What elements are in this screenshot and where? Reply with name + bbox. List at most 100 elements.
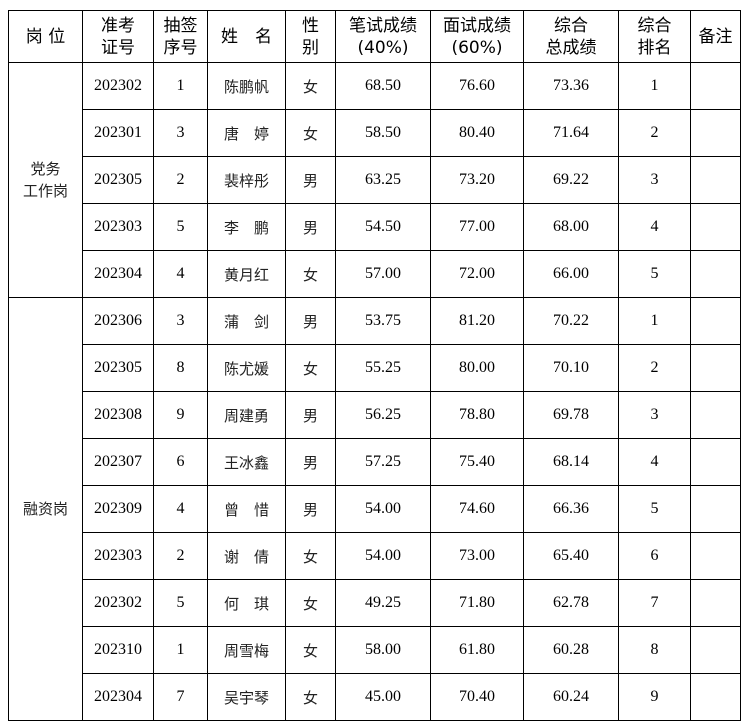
written-cell: 58.00: [335, 626, 431, 674]
remark-cell: [690, 532, 741, 580]
column-header-line: (60%): [451, 37, 503, 58]
name-cell: 黄月红: [207, 250, 286, 298]
column-header-written: 笔试成绩 (40%): [335, 10, 431, 63]
column-header-draw_no: 抽签 序号: [153, 10, 208, 63]
score-table: 岗 位准考 证号 抽签 序号姓 名性别笔试成绩 (40%) 面试成绩 (60%) 综合 总成绩综…: [8, 10, 741, 721]
interview-cell: 80.00: [430, 344, 524, 392]
column-header-line: 姓 名: [221, 26, 272, 47]
name-cell: 周雪梅: [207, 626, 286, 674]
name-cell: 陈尤媛: [207, 344, 286, 392]
table-row: 202301 3 唐 婷女 58.50 80.40 71.64 2: [9, 109, 741, 157]
rank-cell: 1: [618, 62, 691, 110]
sex-cell: 女: [285, 62, 336, 110]
total-cell: 60.24: [523, 673, 619, 721]
written-cell: 55.25: [335, 344, 431, 392]
rank-cell: 2: [618, 344, 691, 392]
exam-id-cell: 202305: [82, 156, 154, 204]
interview-cell: 71.80: [430, 579, 524, 627]
name-cell: 吴宇琴: [207, 673, 286, 721]
table-row: 202304 4 黄月红女 57.00 72.00 66.00 5: [9, 250, 741, 298]
rank-cell: 5: [618, 250, 691, 298]
interview-cell: 70.40: [430, 673, 524, 721]
interview-cell: 77.00: [430, 203, 524, 251]
rank-cell: 6: [618, 532, 691, 580]
column-header-line: 笔试成绩: [349, 15, 417, 36]
remark-cell: [690, 62, 741, 110]
exam-id-cell: 202306: [82, 297, 154, 345]
sex-cell: 男: [285, 438, 336, 486]
sex-cell: 女: [285, 626, 336, 674]
total-cell: 66.36: [523, 485, 619, 533]
table-row: 党务 工作岗 202302 1 陈鹏帆女 68.50 76.60 73.36 1: [8, 62, 741, 298]
column-header-line: 别: [302, 37, 319, 58]
total-cell: 62.78: [523, 579, 619, 627]
rank-cell: 4: [618, 203, 691, 251]
interview-cell: 72.00: [430, 250, 524, 298]
exam-id-cell: 202305: [82, 344, 154, 392]
sex-cell: 女: [285, 673, 336, 721]
name-cell: 曾 惜: [207, 485, 286, 533]
sex-cell: 男: [285, 203, 336, 251]
exam-id-cell: 202309: [82, 485, 154, 533]
remark-cell: [690, 344, 741, 392]
exam-id-cell: 202302: [82, 579, 154, 627]
draw-no-cell: 3: [153, 109, 208, 157]
table-row: 202310 1 周雪梅女 58.00 61.80 60.28 8: [9, 626, 741, 674]
written-cell: 45.00: [335, 673, 431, 721]
remark-cell: [690, 438, 741, 486]
written-cell: 57.25: [335, 438, 431, 486]
total-cell: 71.64: [523, 109, 619, 157]
interview-cell: 80.40: [430, 109, 524, 157]
interview-cell: 73.00: [430, 532, 524, 580]
column-header-rank: 综合 排名: [618, 10, 691, 63]
interview-cell: 61.80: [430, 626, 524, 674]
header-row: 岗 位准考 证号 抽签 序号姓 名性别笔试成绩 (40%) 面试成绩 (60%) 综合 总成绩综…: [8, 10, 741, 63]
column-header-line: 综合: [637, 15, 672, 36]
name-cell: 唐 婷: [207, 109, 286, 157]
exam-id-cell: 202304: [82, 673, 154, 721]
sex-cell: 男: [285, 485, 336, 533]
draw-no-cell: 5: [153, 579, 208, 627]
written-cell: 54.00: [335, 532, 431, 580]
column-header-line: 准考: [101, 15, 135, 36]
column-header-line: 面试成绩: [443, 15, 511, 36]
total-cell: 68.14: [523, 438, 619, 486]
exam-id-cell: 202304: [82, 250, 154, 298]
written-cell: 58.50: [335, 109, 431, 157]
draw-no-cell: 1: [153, 626, 208, 674]
total-cell: 69.78: [523, 391, 619, 439]
written-cell: 54.00: [335, 485, 431, 533]
draw-no-cell: 6: [153, 438, 208, 486]
table-row: 202309 4 曾 惜男 54.00 74.60 66.36 5: [9, 485, 741, 533]
draw-no-cell: 4: [153, 485, 208, 533]
post-label: 融资岗: [22, 500, 68, 518]
column-header-line: 序号: [163, 37, 198, 58]
sex-cell: 女: [285, 532, 336, 580]
rank-cell: 5: [618, 485, 691, 533]
column-header-line: 备注: [698, 26, 733, 47]
written-cell: 68.50: [335, 62, 431, 110]
exam-id-cell: 202303: [82, 203, 154, 251]
name-cell: 王冰鑫: [207, 438, 286, 486]
table-row: 202307 6 王冰鑫男 57.25 75.40 68.14 4: [9, 438, 741, 486]
remark-cell: [690, 250, 741, 298]
table-row: 202302 5 何 琪女 49.25 71.80 62.78 7: [9, 579, 741, 627]
rank-cell: 3: [618, 156, 691, 204]
total-cell: 70.10: [523, 344, 619, 392]
rank-cell: 9: [618, 673, 691, 721]
column-header-line: 岗 位: [25, 26, 66, 47]
draw-no-cell: 1: [153, 62, 208, 110]
column-header-exam_id: 准考 证号: [82, 10, 154, 63]
exam-id-cell: 202310: [82, 626, 154, 674]
draw-no-cell: 2: [153, 156, 208, 204]
interview-cell: 74.60: [430, 485, 524, 533]
interview-cell: 78.80: [430, 391, 524, 439]
total-cell: 66.00: [523, 250, 619, 298]
draw-no-cell: 9: [153, 391, 208, 439]
column-header-line: 性: [302, 15, 319, 36]
sex-cell: 男: [285, 297, 336, 345]
sex-cell: 男: [285, 391, 336, 439]
draw-no-cell: 4: [153, 250, 208, 298]
column-header-line: 排名: [637, 37, 672, 58]
written-cell: 63.25: [335, 156, 431, 204]
